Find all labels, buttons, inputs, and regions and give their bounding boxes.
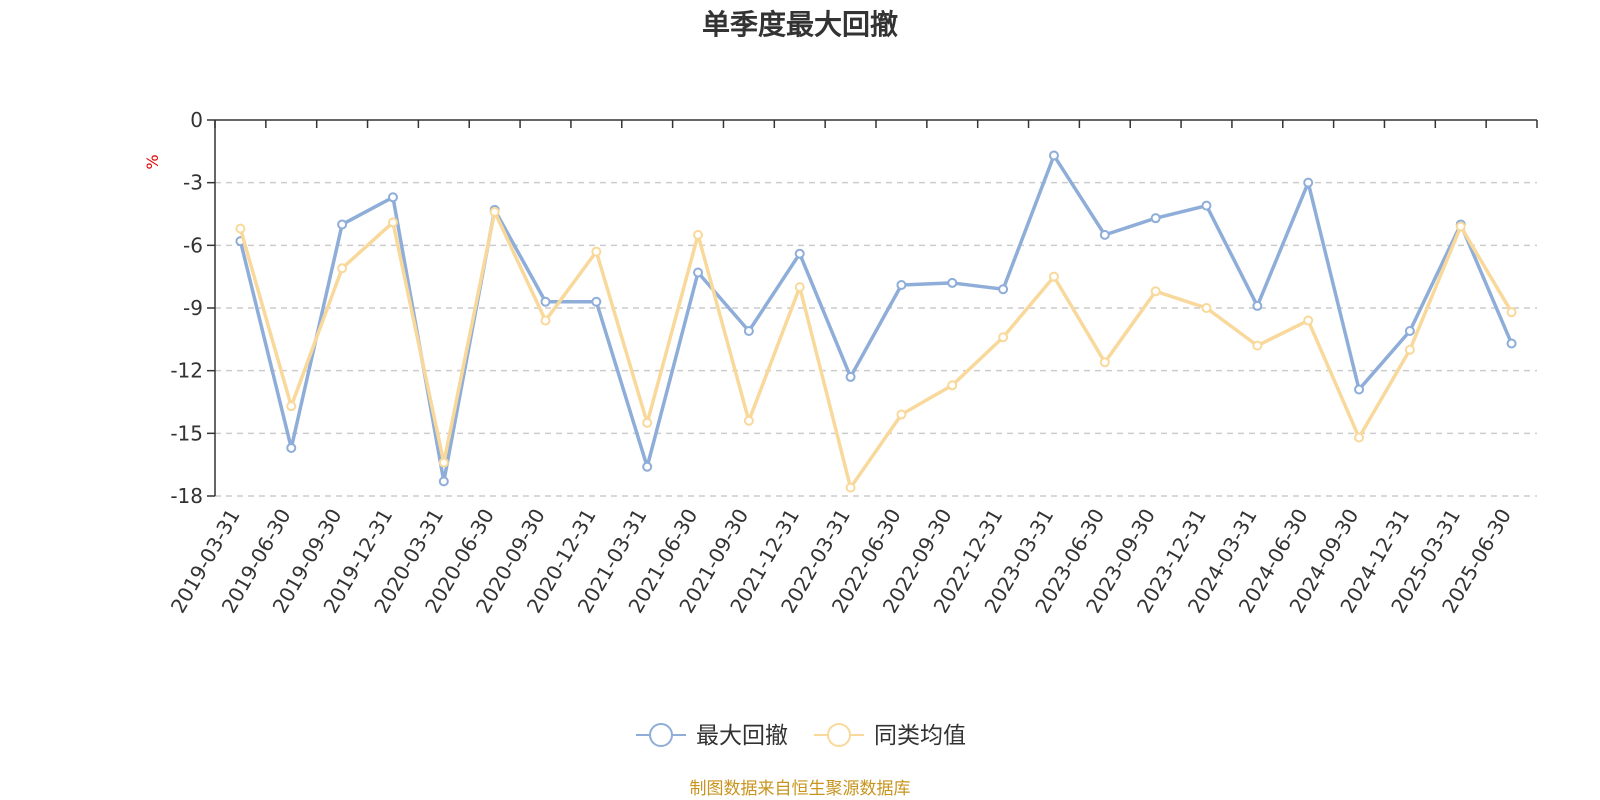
- data-point[interactable]: [845, 482, 856, 493]
- data-point[interactable]: [286, 401, 297, 412]
- data-point[interactable]: [1150, 286, 1161, 297]
- y-tick-label: -6: [183, 233, 203, 257]
- series-1: [235, 206, 1517, 493]
- data-point[interactable]: [1404, 344, 1415, 355]
- data-point[interactable]: [1201, 200, 1212, 211]
- data-point[interactable]: [591, 296, 602, 307]
- legend-item[interactable]: 同类均值: [814, 723, 966, 749]
- data-point[interactable]: [642, 417, 653, 428]
- data-point[interactable]: [438, 457, 449, 468]
- data-point[interactable]: [337, 219, 348, 230]
- y-tick-label: -15: [170, 421, 203, 445]
- y-tick-label: -3: [183, 171, 203, 195]
- data-point[interactable]: [947, 380, 958, 391]
- data-point[interactable]: [1354, 432, 1365, 443]
- data-point[interactable]: [794, 248, 805, 259]
- data-point[interactable]: [591, 246, 602, 257]
- data-point[interactable]: [998, 284, 1009, 295]
- data-point[interactable]: [540, 315, 551, 326]
- data-point[interactable]: [1252, 300, 1263, 311]
- series-line: [238, 153, 1514, 484]
- data-point[interactable]: [1506, 338, 1517, 349]
- legend-item[interactable]: 最大回撤: [636, 723, 788, 749]
- data-point[interactable]: [1048, 150, 1059, 161]
- y-tick-label: -12: [170, 359, 203, 383]
- data-point[interactable]: [693, 267, 704, 278]
- data-point[interactable]: [693, 229, 704, 240]
- y-tick-label: -18: [170, 484, 203, 508]
- data-point[interactable]: [896, 280, 907, 291]
- data-point[interactable]: [1201, 303, 1212, 313]
- data-point[interactable]: [387, 192, 398, 203]
- series-lines: [235, 150, 1517, 493]
- data-point[interactable]: [743, 325, 754, 336]
- y-tick-label: 0: [190, 108, 203, 132]
- legend-circle-marker: [827, 723, 851, 747]
- y-tick-label: -9: [183, 296, 203, 320]
- series-0: [235, 150, 1517, 487]
- data-point[interactable]: [794, 282, 805, 293]
- data-point[interactable]: [337, 263, 348, 274]
- y-axis-unit-label: %: [143, 154, 162, 169]
- data-point[interactable]: [1455, 221, 1466, 232]
- data-point[interactable]: [1150, 213, 1161, 224]
- data-point[interactable]: [540, 296, 551, 307]
- data-point[interactable]: [743, 415, 754, 426]
- axes: 0-3-6-9-12-15-182019-03-312019-06-302019…: [166, 108, 1538, 617]
- data-point[interactable]: [998, 332, 1009, 343]
- data-point[interactable]: [1303, 177, 1314, 188]
- data-point[interactable]: [235, 223, 246, 234]
- data-point[interactable]: [1099, 357, 1110, 368]
- data-point[interactable]: [438, 476, 449, 487]
- data-point[interactable]: [1048, 271, 1059, 282]
- data-point[interactable]: [845, 371, 856, 382]
- data-point[interactable]: [1303, 315, 1314, 326]
- data-point[interactable]: [387, 217, 398, 228]
- data-source-note: 制图数据来自恒生聚源数据库: [690, 779, 911, 799]
- data-point[interactable]: [1099, 229, 1110, 240]
- chart-title: 单季度最大回撤: [702, 8, 898, 41]
- legend-label: 最大回撤: [696, 723, 788, 749]
- data-point[interactable]: [642, 461, 653, 472]
- data-point[interactable]: [896, 409, 907, 420]
- legend: 最大回撤 同类均值: [636, 723, 966, 749]
- data-point[interactable]: [947, 277, 958, 288]
- data-point[interactable]: [489, 206, 500, 217]
- legend-label: 同类均值: [874, 723, 966, 749]
- data-point[interactable]: [1354, 384, 1365, 395]
- data-point[interactable]: [1252, 340, 1263, 351]
- data-point[interactable]: [1506, 307, 1517, 318]
- data-point[interactable]: [286, 442, 297, 453]
- data-point[interactable]: [1404, 325, 1415, 336]
- series-line: [238, 210, 1514, 490]
- legend-circle-marker: [649, 723, 673, 747]
